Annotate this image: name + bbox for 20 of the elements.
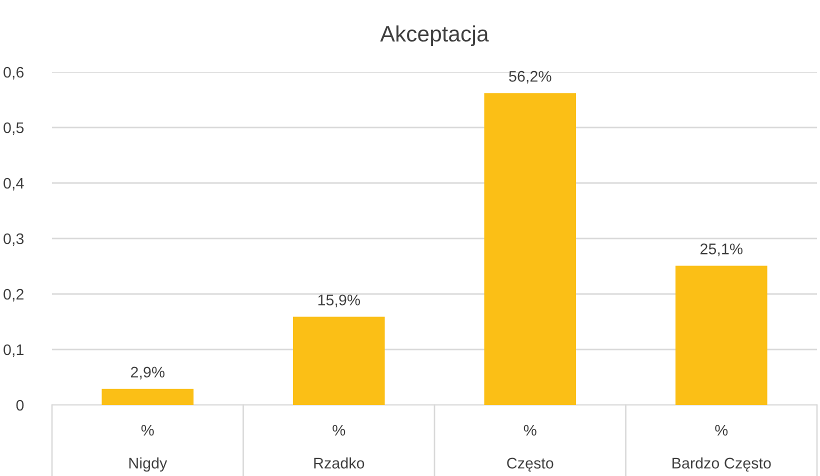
chart-title: Akceptacja xyxy=(380,25,489,46)
y-tick-label: 0,3 xyxy=(4,233,24,246)
y-tick-label: 0,4 xyxy=(4,178,24,190)
y-tick-label: 0,2 xyxy=(4,288,24,302)
y-tick-label: 0 xyxy=(16,400,24,411)
category-label: % Nigdy xyxy=(129,424,168,472)
bar xyxy=(675,266,768,405)
data-label: 56,2% xyxy=(509,70,552,84)
data-label: 2,9% xyxy=(130,366,164,380)
data-label: 25,1% xyxy=(700,244,742,256)
y-tick-label: 0,1 xyxy=(4,344,24,357)
data-label: 15,9% xyxy=(318,294,360,308)
category-label: % Bardzo Często xyxy=(672,424,771,472)
y-tick-label: 0,6 xyxy=(4,66,24,80)
category-label: % Często xyxy=(507,424,554,472)
bar xyxy=(484,93,576,405)
bar xyxy=(102,388,194,405)
bar xyxy=(292,316,385,405)
y-tick-label: 0,5 xyxy=(4,122,24,135)
category-label: % Rzadko xyxy=(314,424,364,469)
